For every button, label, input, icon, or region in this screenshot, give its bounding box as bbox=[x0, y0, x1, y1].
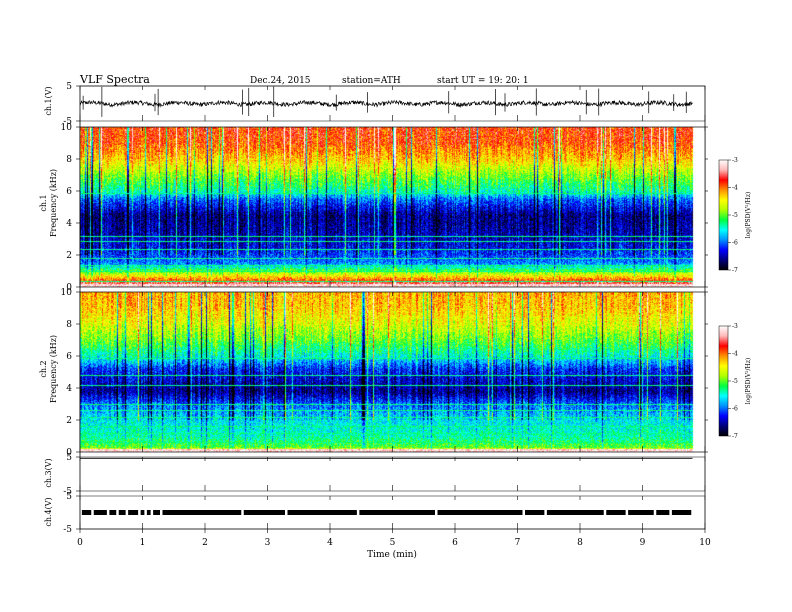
x-tick-label: 5 bbox=[390, 538, 396, 548]
colorbar1-tick-label: -4 bbox=[732, 185, 738, 192]
x-tick-label: 8 bbox=[577, 538, 583, 548]
ch1-waveform-panel bbox=[79, 86, 693, 118]
ch4-segment bbox=[109, 510, 117, 515]
x-tick-label: 4 bbox=[327, 538, 333, 548]
ch1-trace bbox=[79, 99, 693, 108]
colorbar1-tick-label: -6 bbox=[732, 240, 738, 247]
ch4-segment bbox=[656, 510, 670, 515]
ch4-segment bbox=[525, 510, 545, 515]
colorbar1-tick-label: -7 bbox=[732, 267, 738, 274]
ch1-freq-label-line2: Frequency (kHz) bbox=[49, 169, 58, 237]
ch1-colorbar: -3 -4 -5 -6 -7 log(PSD(V²/Hz) bbox=[718, 157, 752, 274]
x-tick-label: 1 bbox=[140, 538, 146, 548]
ch4-segment bbox=[140, 510, 145, 515]
x-tick-label: 9 bbox=[640, 538, 646, 548]
spec1-ytick-label: 6 bbox=[66, 187, 72, 197]
x-tick-label: 6 bbox=[452, 538, 458, 548]
ch1-ytick-label: 5 bbox=[66, 82, 72, 92]
ch4-segment bbox=[243, 510, 285, 515]
figure-title: VLF Spectra bbox=[79, 73, 150, 86]
x-tick-label: 2 bbox=[202, 538, 208, 548]
spec2-ytick-label: 2 bbox=[66, 416, 72, 426]
colorbar1-tick-label: -3 bbox=[732, 157, 738, 164]
colorbar2-tick-label: -4 bbox=[732, 351, 738, 358]
ch4-segment bbox=[128, 510, 139, 515]
ch3-ytick-label: 5 bbox=[66, 453, 72, 463]
colorbar1-bar bbox=[718, 159, 729, 271]
header-station: station=ATH bbox=[342, 76, 401, 86]
colorbar2-tick-label: -7 bbox=[732, 433, 738, 440]
ch1-freq-label-line1: ch.1 bbox=[39, 194, 48, 211]
spec2-ytick-label: 8 bbox=[66, 320, 72, 330]
ch4-segment bbox=[118, 510, 126, 515]
spec1-ytick-label: 10 bbox=[61, 123, 73, 133]
header-start-time: start UT = 19: 20: 1 bbox=[437, 76, 529, 86]
colorbar2-tick-label: -6 bbox=[732, 406, 738, 413]
ch3-volt-label: ch.3(V) bbox=[44, 458, 53, 487]
ch4-ytick-label: -5 bbox=[63, 525, 72, 535]
spec2-ytick-label: 0 bbox=[66, 448, 72, 458]
ch4-segment bbox=[606, 510, 626, 515]
spec2-ytick-label: 6 bbox=[66, 352, 72, 362]
spec1-ytick-label: 2 bbox=[66, 251, 72, 261]
spec1-ytick-label: 8 bbox=[66, 155, 72, 165]
ch4-segment bbox=[81, 510, 92, 515]
colorbar1-label: log(PSD(V²/Hz) bbox=[745, 192, 752, 239]
colorbar2-tick-label: -3 bbox=[732, 323, 738, 330]
spec2-ytick-label: 4 bbox=[66, 384, 72, 394]
ch4-segment bbox=[359, 510, 435, 515]
ch1-volt-label: ch.1(V) bbox=[44, 86, 53, 115]
ch1-spectrogram-image bbox=[80, 127, 705, 287]
x-tick-label: 0 bbox=[77, 538, 83, 548]
header-date: Dec.24, 2015 bbox=[250, 76, 311, 86]
ch1-ytick-label: -5 bbox=[63, 117, 72, 127]
ch4-segment bbox=[671, 510, 692, 515]
ch1-spectrogram-panel bbox=[80, 127, 705, 287]
ch4-segment bbox=[146, 510, 151, 515]
x-tick-label: 7 bbox=[515, 538, 521, 548]
x-axis-label: Time (min) bbox=[367, 549, 417, 560]
ch4-volt-label: ch.4(V) bbox=[44, 497, 53, 526]
ch2-colorbar: -3 -4 -5 -6 -7 log(PSD(V²/Hz) bbox=[718, 323, 752, 440]
ch4-segment bbox=[546, 510, 604, 515]
x-tick-label: 10 bbox=[699, 538, 711, 548]
ch4-segment bbox=[162, 510, 242, 515]
ch4-segment bbox=[437, 510, 523, 515]
ch4-segment bbox=[153, 510, 160, 515]
ch4-segment bbox=[628, 510, 654, 515]
colorbar2-tick-label: -5 bbox=[732, 378, 738, 385]
ch4-ytick-label: 5 bbox=[66, 492, 72, 502]
ch4-segment bbox=[287, 510, 357, 515]
colorbar2-label: log(PSD(V²/Hz) bbox=[745, 358, 752, 405]
spec1-ytick-label: 0 bbox=[66, 283, 72, 293]
ch4-waveform-panel bbox=[81, 510, 692, 515]
colorbar1-tick-label: -5 bbox=[732, 212, 738, 219]
x-tick-label: 3 bbox=[265, 538, 271, 548]
spec1-ytick-label: 4 bbox=[66, 219, 72, 229]
ch4-segment bbox=[93, 510, 107, 515]
colorbar2-bar bbox=[718, 325, 729, 437]
ch3-ytick-label: -5 bbox=[63, 487, 72, 497]
ch2-freq-label-line2: Frequency (kHz) bbox=[49, 335, 58, 403]
ch2-spectrogram-image bbox=[80, 292, 705, 452]
spec2-ytick-label: 10 bbox=[61, 288, 73, 298]
ch2-spectrogram-panel bbox=[80, 292, 705, 452]
ch2-freq-label-line1: ch.2 bbox=[39, 360, 48, 377]
